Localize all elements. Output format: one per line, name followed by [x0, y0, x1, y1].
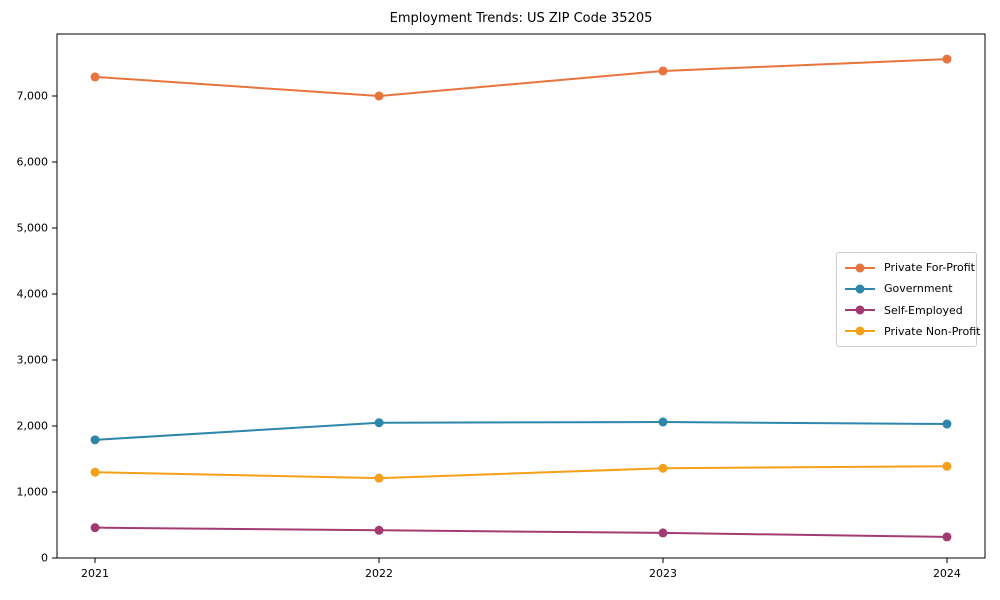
legend-label: Self-Employed: [884, 303, 963, 317]
x-tick-label: 2024: [933, 567, 961, 580]
y-tick-label: 4,000: [17, 288, 49, 301]
data-point: [942, 419, 952, 429]
y-tick-label: 0: [41, 552, 48, 565]
y-tick-label: 5,000: [17, 222, 49, 235]
series-line: [94, 465, 948, 480]
x-tick-label: 2021: [81, 567, 109, 580]
x-tick-label: 2023: [649, 567, 677, 580]
legend-item-private-for-profit: Private For-Profit: [845, 258, 975, 278]
data-point: [658, 66, 668, 76]
legend-label: Government: [884, 282, 953, 296]
series-line: [94, 526, 948, 538]
data-point: [374, 525, 384, 535]
chart-title: Employment Trends: US ZIP Code 35205: [389, 11, 653, 26]
data-point: [658, 463, 668, 473]
data-point: [374, 418, 384, 428]
legend-dot-icon: [855, 284, 865, 294]
data-point: [374, 473, 384, 483]
legend-item-self-employed: Self-Employed: [845, 300, 970, 320]
series-line: [94, 421, 948, 441]
legend-dot-icon: [855, 326, 865, 336]
legend-dot-icon: [855, 305, 865, 315]
y-tick-label: 2,000: [17, 420, 49, 433]
legend-line-marker-icon: [845, 305, 875, 315]
legend-label: Private For-Profit: [884, 261, 975, 275]
y-tick-label: 7,000: [17, 90, 49, 103]
data-point: [90, 435, 100, 445]
legend-dot-icon: [855, 263, 865, 273]
legend-item-government: Government: [845, 279, 970, 299]
data-point: [374, 91, 384, 101]
data-point: [942, 532, 952, 542]
data-point: [90, 467, 100, 477]
data-point: [942, 461, 952, 471]
data-point: [658, 417, 668, 427]
data-point: [90, 523, 100, 533]
x-tick-label: 2022: [365, 567, 393, 580]
data-point: [658, 528, 668, 538]
y-tick-label: 3,000: [17, 354, 49, 367]
legend-line-marker-icon: [845, 326, 875, 336]
data-point: [942, 54, 952, 64]
data-point: [90, 72, 100, 82]
y-tick-label: 6,000: [17, 156, 49, 169]
legend-label: Private Non-Profit: [884, 324, 981, 338]
legend-line-marker-icon: [845, 284, 875, 294]
series-line: [94, 58, 948, 98]
y-tick-label: 1,000: [17, 486, 49, 499]
legend-item-private-non-profit: Private Non-Profit: [845, 321, 980, 341]
legend-line-marker-icon: [845, 263, 875, 273]
legend: Private For-Profit Government Self-Emplo…: [836, 252, 980, 347]
plot-border: [56, 33, 986, 559]
